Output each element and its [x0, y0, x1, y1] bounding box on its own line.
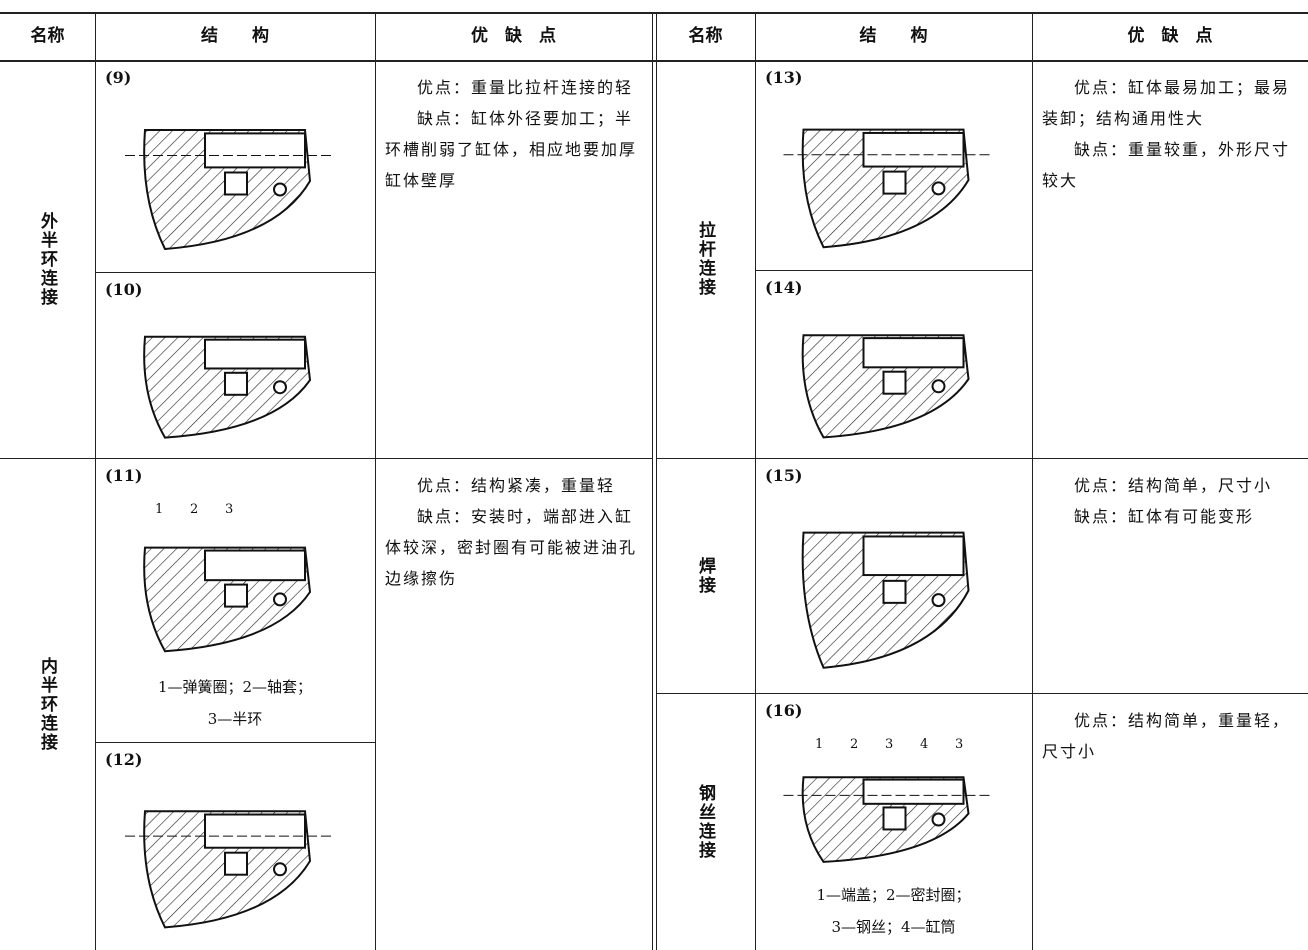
callout: 3 [225, 502, 234, 517]
notes: 优点：结构紧凑，重量轻缺点：安装时，端部进入缸体较深，密封圈有可能被进油孔边缘擦… [385, 470, 646, 594]
callout: 4 [920, 737, 929, 752]
note: 优点：结构简单，尺寸小 [1074, 476, 1273, 495]
note: 缺点：缸体外径要加工；半环槽削弱了缸体，相应地要加厚缸体壁厚 [385, 109, 638, 190]
callout: 1 [815, 737, 824, 752]
structure-drawing [783, 776, 994, 863]
notes: 优点：结构简单，重量轻，尺寸小 [1042, 705, 1302, 767]
caption: 3—钢丝；4—缸筒 [831, 918, 956, 936]
notes: 优点：缸体最易加工；最易装卸；结构通用性大 缺点：重量较重，外形尺寸较大 [1042, 72, 1302, 196]
rule [755, 270, 1032, 271]
row-name: 内半环连接 [37, 656, 57, 752]
rule [375, 12, 376, 950]
note: 缺点：重量较重，外形尺寸较大 [1042, 140, 1291, 190]
rule [652, 12, 653, 950]
rule [95, 272, 375, 273]
item-label: (16) [765, 701, 803, 720]
notes: 优点：重量比拉杆连接的轻缺点：缸体外径要加工；半环槽削弱了缸体，相应地要加厚缸体… [385, 72, 646, 196]
structure-drawing [143, 335, 312, 439]
structure-drawing [801, 334, 970, 439]
item-label: (11) [105, 466, 143, 485]
notes: 优点：结构简单，尺寸小 缺点：缸体有可能变形 [1042, 470, 1302, 532]
rule [656, 12, 657, 950]
rule [0, 458, 652, 459]
item-label: (14) [765, 278, 803, 297]
header-cell: 优 缺 点 [471, 26, 556, 46]
row-name: 外半环连接 [37, 211, 57, 307]
callout: 2 [850, 737, 859, 752]
note: 缺点：缸体有可能变形 [1074, 507, 1255, 526]
rule [755, 12, 756, 950]
header-cell: 结 构 [859, 26, 928, 46]
note: 优点：结构紧凑，重量轻 [417, 476, 616, 495]
item-label: (12) [105, 750, 143, 769]
note: 优点：结构简单，重量轻，尺寸小 [1042, 711, 1291, 761]
rule [95, 742, 375, 743]
caption: 1—弹簧圈；2—轴套； [157, 678, 313, 696]
caption: 3—半环 [207, 710, 263, 728]
structure-drawing [783, 128, 994, 249]
callout: 2 [190, 502, 199, 517]
header-cell: 名称 [30, 26, 65, 46]
item-label: (9) [105, 68, 132, 87]
rule [656, 693, 1308, 694]
rule [0, 60, 1308, 62]
row-name: 拉杆连接 [695, 221, 715, 297]
callout: 1 [155, 502, 164, 517]
item-label: (15) [765, 466, 803, 485]
structure-drawing [125, 810, 335, 929]
structure-drawing [801, 531, 970, 669]
item-label: (13) [765, 68, 803, 87]
rule [1032, 12, 1033, 950]
caption: 1—端盖；2—密封圈； [816, 886, 971, 904]
row-name: 焊接 [695, 556, 715, 595]
rule [656, 458, 1308, 459]
rule [0, 12, 1308, 14]
note: 优点：缸体最易加工；最易装卸；结构通用性大 [1042, 78, 1291, 128]
note: 缺点：安装时，端部进入缸体较深，密封圈有可能被进油孔边缘擦伤 [385, 507, 638, 588]
note: 优点：重量比拉杆连接的轻 [417, 78, 634, 97]
header-cell: 结 构 [201, 26, 269, 46]
structure-drawing [125, 129, 335, 251]
header-cell: 名称 [688, 26, 723, 46]
callout: 3 [885, 737, 894, 752]
structure-drawing [143, 546, 312, 653]
callout: 3 [955, 737, 964, 752]
row-name: 钢丝连接 [695, 783, 715, 860]
item-label: (10) [105, 280, 143, 299]
rule [95, 12, 96, 950]
header-cell: 优 缺 点 [1127, 26, 1213, 46]
